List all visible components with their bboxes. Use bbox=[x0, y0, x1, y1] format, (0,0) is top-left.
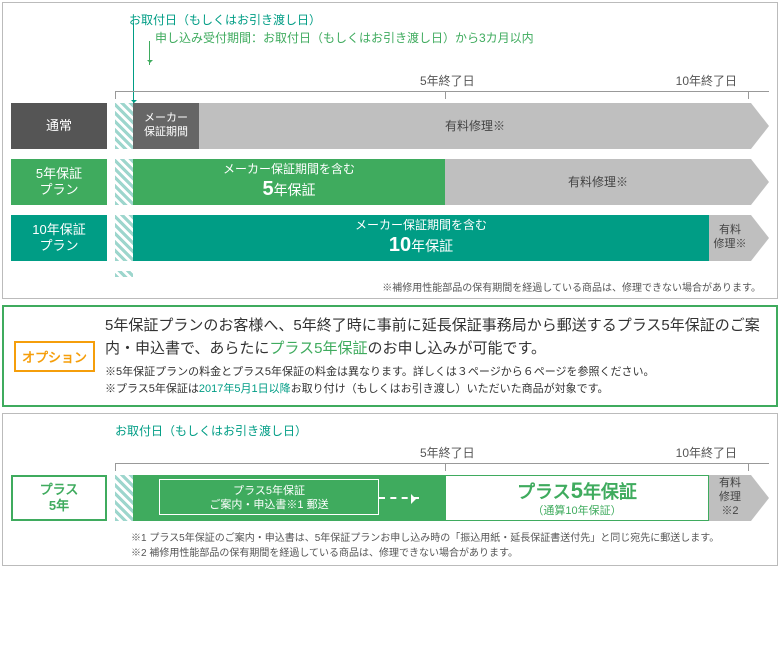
seg-10y-line1: メーカー保証期間を含む bbox=[355, 218, 487, 233]
opt-headline-b: のお申し込みが可能です。 bbox=[367, 340, 546, 357]
bottom-footnotes: ※1 プラス5年保証のご案内・申込書は、5年保証プランお申し込み時の「振込用紙・… bbox=[131, 531, 769, 561]
top-panel: お取付日（もしくはお引き渡し日） 申し込み受付期間：お取付日（もしくはお引き渡し… bbox=[2, 2, 778, 299]
label-10y: 10年保証 プラン bbox=[11, 215, 107, 261]
tick-10y-b: 10年終了日 bbox=[676, 444, 737, 461]
seg-paid-repair: 有料修理※ bbox=[199, 103, 751, 149]
bottom-install-label: お取付日（もしくはお引き渡し日） bbox=[115, 422, 769, 439]
seg-10y-suf: 年保証 bbox=[411, 238, 453, 254]
plus-sub: （通算10年保証） bbox=[532, 505, 621, 519]
row-plus5: プラス 5年 プラス5年保証 ご案内・申込書※1 郵送 プラス5年保証 （通算1… bbox=[11, 475, 769, 521]
top-footnote: ※補修用性能部品の保有期間を経過している商品は、修理できない場合があります。 bbox=[11, 279, 761, 294]
axis-labels-b: 5年終了日 10年終了日 bbox=[115, 441, 769, 461]
seg-5y-suf: 年保証 bbox=[274, 182, 316, 198]
hatch bbox=[115, 159, 133, 205]
seg-5y-line1: メーカー保証期間を含む bbox=[223, 162, 355, 177]
opt-note2em: 2017年5月1日以降 bbox=[199, 383, 291, 395]
option-box: オプション 5年保証プランのお客様へ、5年終了時に事前に延長保証事務局から郵送す… bbox=[2, 305, 778, 407]
seg-5y-paid: 有料修理※ bbox=[445, 159, 751, 205]
apply-period-label: 申し込み受付期間：お取付日（もしくはお引き渡し日）から3カ月以内 bbox=[155, 29, 534, 46]
seg-5y-num: 5 bbox=[262, 178, 273, 200]
option-tag: オプション bbox=[14, 341, 95, 372]
fn2: ※2 補修用性能部品の保有期間を経過している商品は、修理できない場合があります。 bbox=[131, 546, 769, 561]
opt-headline-em: プラス5年保証 bbox=[269, 340, 367, 357]
seg-10y-paid: 有料 修理※ bbox=[709, 215, 751, 261]
hatch bbox=[115, 215, 133, 261]
tick-5y-b: 5年終了日 bbox=[420, 444, 475, 461]
axis-labels: 5年終了日 10年終了日 bbox=[115, 69, 769, 89]
plus-num: 5 bbox=[571, 478, 583, 503]
seg-5y-warranty: メーカー保証期間を含む 5年保証 bbox=[133, 159, 445, 205]
seg-maker-warranty: メーカー 保証期間 bbox=[133, 103, 199, 149]
axis-line-b bbox=[115, 463, 769, 471]
dashed-arrow-icon bbox=[379, 497, 419, 499]
opt-note2b: お取り付け（もしくはお引き渡し）いただいた商品が対象です。 bbox=[291, 383, 609, 395]
hatch-tail bbox=[115, 271, 133, 277]
bottom-panel: お取付日（もしくはお引き渡し日） 5年終了日 10年終了日 プラス 5年 プラス… bbox=[2, 413, 778, 566]
arrow-cap bbox=[751, 215, 769, 261]
hatch bbox=[115, 475, 133, 521]
envelope-box: プラス5年保証 ご案内・申込書※1 郵送 bbox=[159, 479, 379, 515]
plus-pre: プラス bbox=[517, 482, 571, 502]
row-5y: 5年保証 プラン メーカー保証期間を含む 5年保証 有料修理※ bbox=[11, 159, 769, 205]
apply-pointer bbox=[149, 41, 150, 65]
arrow-cap bbox=[751, 103, 769, 149]
option-text: 5年保証プランのお客様へ、5年終了時に事前に延長保証事務局から郵送するプラス5年… bbox=[105, 315, 766, 397]
arrow-cap bbox=[751, 475, 769, 521]
seg-plus5-paid: 有料 修理※2 bbox=[709, 475, 751, 521]
row-10y: 10年保証 プラン メーカー保証期間を含む 10年保証 有料 修理※ bbox=[11, 215, 769, 261]
tick-5y: 5年終了日 bbox=[420, 72, 475, 89]
hatch bbox=[115, 103, 133, 149]
top-labels: お取付日（もしくはお引き渡し日） 申し込み受付期間：お取付日（もしくはお引き渡し… bbox=[115, 11, 769, 69]
opt-note1: ※5年保証プランの料金とプラス5年保証の料金は異なります。詳しくは３ページから６… bbox=[105, 364, 766, 381]
axis-line bbox=[115, 91, 769, 99]
install-date-label: お取付日（もしくはお引き渡し日） bbox=[129, 11, 321, 28]
label-normal: 通常 bbox=[11, 103, 107, 149]
env-line1: プラス5年保証 bbox=[166, 484, 372, 498]
tick-10y: 10年終了日 bbox=[676, 72, 737, 89]
label-plus5: プラス 5年 bbox=[11, 475, 107, 521]
seg-10y-warranty: メーカー保証期間を含む 10年保証 bbox=[133, 215, 709, 261]
env-line2: ご案内・申込書※1 郵送 bbox=[166, 498, 372, 512]
arrow-cap bbox=[751, 159, 769, 205]
plus-suf: 年保証 bbox=[583, 482, 637, 502]
seg-10y-num: 10 bbox=[389, 234, 411, 256]
seg-plus5-right: プラス5年保証 （通算10年保証） bbox=[445, 475, 709, 521]
label-5y: 5年保証 プラン bbox=[11, 159, 107, 205]
seg-plus5-left: プラス5年保証 ご案内・申込書※1 郵送 bbox=[133, 475, 445, 521]
fn1: ※1 プラス5年保証のご案内・申込書は、5年保証プランお申し込み時の「振込用紙・… bbox=[131, 531, 769, 546]
opt-note2a: ※プラス5年保証は bbox=[105, 383, 199, 395]
row-normal: 通常 メーカー 保証期間 有料修理※ bbox=[11, 103, 769, 149]
